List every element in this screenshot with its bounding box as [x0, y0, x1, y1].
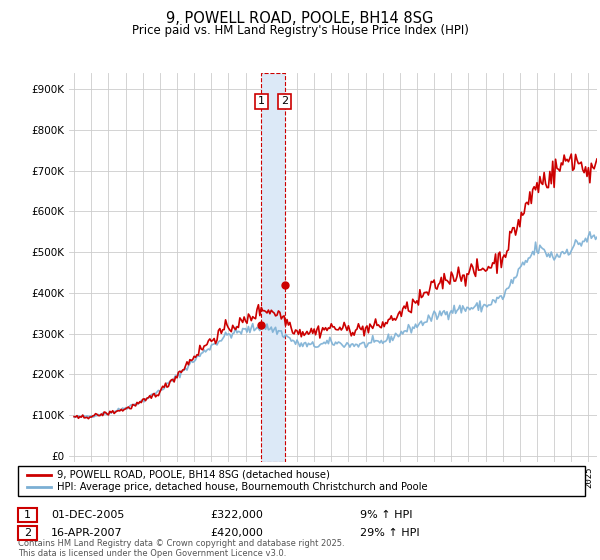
Text: Price paid vs. HM Land Registry's House Price Index (HPI): Price paid vs. HM Land Registry's House … — [131, 24, 469, 36]
Text: £420,000: £420,000 — [210, 528, 263, 538]
Text: £322,000: £322,000 — [210, 510, 263, 520]
Text: 9% ↑ HPI: 9% ↑ HPI — [360, 510, 413, 520]
Text: 9, POWELL ROAD, POOLE, BH14 8SG (detached house): 9, POWELL ROAD, POOLE, BH14 8SG (detache… — [57, 470, 330, 479]
Text: 2: 2 — [24, 528, 31, 538]
Text: Contains HM Land Registry data © Crown copyright and database right 2025.
This d: Contains HM Land Registry data © Crown c… — [18, 539, 344, 558]
Text: 29% ↑ HPI: 29% ↑ HPI — [360, 528, 419, 538]
Text: 01-DEC-2005: 01-DEC-2005 — [51, 510, 124, 520]
Text: 16-APR-2007: 16-APR-2007 — [51, 528, 122, 538]
Text: HPI: Average price, detached house, Bournemouth Christchurch and Poole: HPI: Average price, detached house, Bour… — [57, 483, 428, 492]
Text: 9, POWELL ROAD, POOLE, BH14 8SG: 9, POWELL ROAD, POOLE, BH14 8SG — [166, 11, 434, 26]
Text: 1: 1 — [24, 510, 31, 520]
Text: 1: 1 — [258, 96, 265, 106]
Bar — [262, 73, 285, 462]
Text: 2: 2 — [281, 96, 289, 106]
